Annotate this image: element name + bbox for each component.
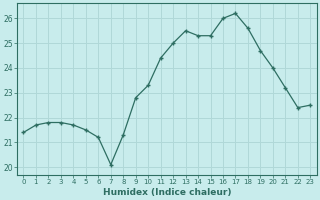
X-axis label: Humidex (Indice chaleur): Humidex (Indice chaleur) <box>103 188 231 197</box>
